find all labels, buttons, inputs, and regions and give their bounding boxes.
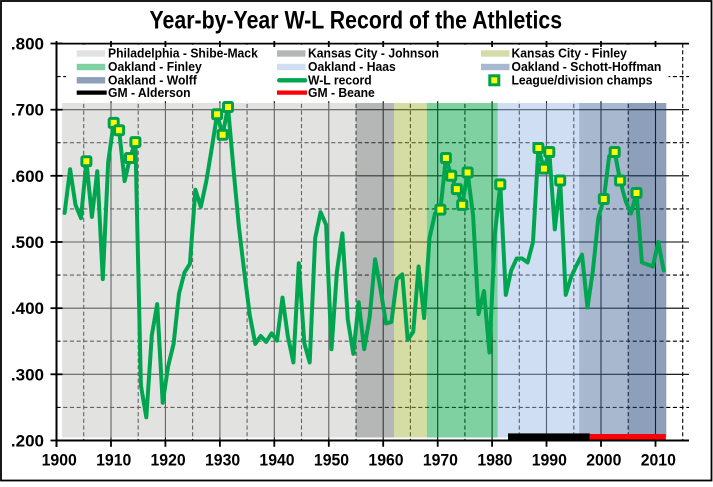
svg-text:1980: 1980 [477,451,512,470]
svg-text:2010: 2010 [641,451,676,470]
svg-text:1950: 1950 [314,451,349,470]
svg-text:League/division champs: League/division champs [512,73,653,87]
svg-text:1930: 1930 [205,451,240,470]
svg-text:Kansas City - Johnson: Kansas City - Johnson [308,46,439,60]
svg-text:Year-by-Year W-L Record of the: Year-by-Year W-L Record of the Athletics [150,6,563,34]
svg-text:.300: .300 [11,365,44,384]
svg-text:.200: .200 [11,432,44,451]
svg-text:1940: 1940 [259,451,294,470]
svg-text:1960: 1960 [368,451,403,470]
svg-text:GM - Beane: GM - Beane [308,86,375,100]
svg-text:.700: .700 [11,101,44,120]
svg-text:1920: 1920 [151,451,186,470]
svg-text:Kansas City - Finley: Kansas City - Finley [512,46,627,60]
svg-text:.600: .600 [11,167,44,186]
svg-text:2000: 2000 [586,451,621,470]
svg-text:GM - Alderson: GM - Alderson [108,86,191,100]
svg-text:Oakland - Wolff: Oakland - Wolff [108,73,198,87]
svg-text:Oakland - Haas: Oakland - Haas [308,60,396,74]
svg-text:Oakland - Schott-Hoffman: Oakland - Schott-Hoffman [512,60,662,74]
svg-text:1910: 1910 [96,451,131,470]
svg-text:.400: .400 [11,299,44,318]
svg-text:Oakland - Finley: Oakland - Finley [108,60,202,74]
svg-text:1970: 1970 [423,451,458,470]
svg-text:Philadelphia - Shibe-Mack: Philadelphia - Shibe-Mack [108,46,258,60]
svg-text:1900: 1900 [42,451,77,470]
svg-text:.800: .800 [11,35,44,54]
svg-text:1990: 1990 [532,451,567,470]
svg-text:W-L record: W-L record [308,73,372,87]
svg-text:.500: .500 [11,233,44,252]
